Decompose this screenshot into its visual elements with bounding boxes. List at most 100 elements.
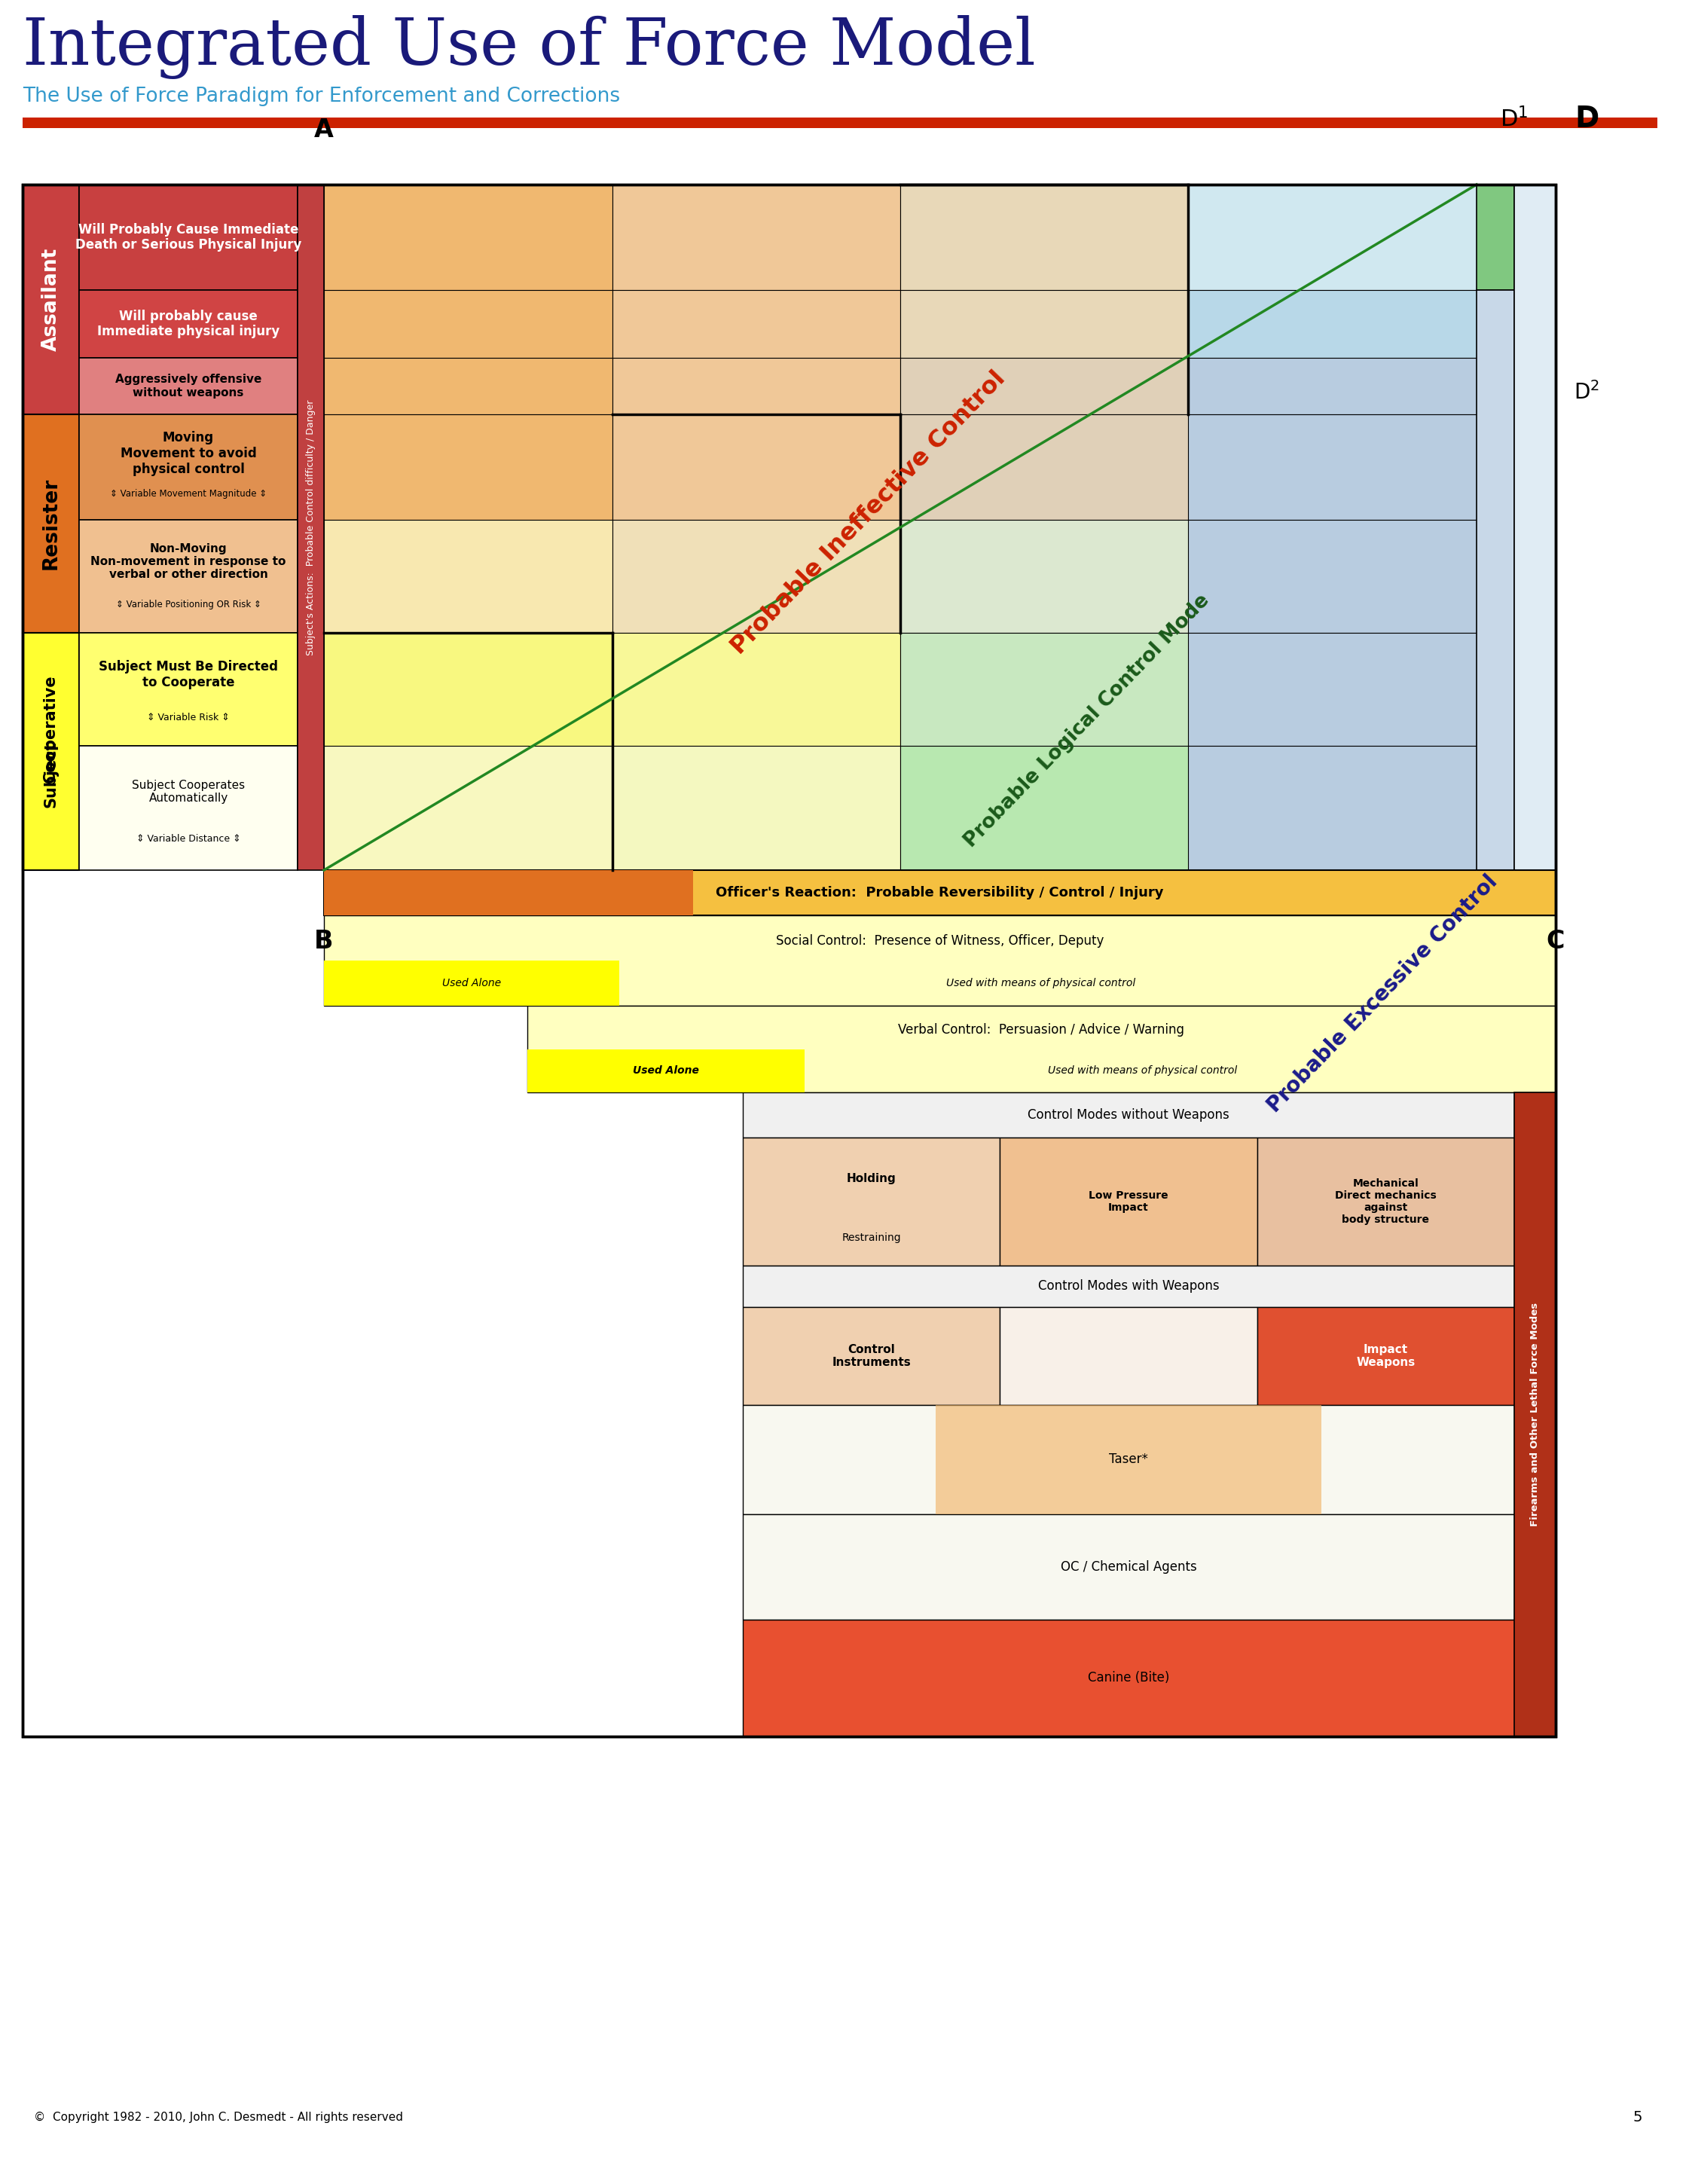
Text: D$^2$: D$^2$ — [1575, 382, 1600, 404]
Bar — [1477, 290, 1514, 869]
Bar — [297, 186, 324, 869]
Text: 5: 5 — [1632, 2110, 1642, 2125]
Bar — [900, 358, 1189, 415]
Bar — [324, 290, 612, 358]
Bar — [936, 1404, 1322, 1514]
Text: Firearms and Other Lethal Force Modes: Firearms and Other Lethal Force Modes — [1531, 1302, 1539, 1527]
Text: Social Control:  Presence of Witness, Officer, Deputy: Social Control: Presence of Witness, Off… — [776, 935, 1104, 948]
Bar — [744, 1621, 1514, 1736]
Bar — [79, 358, 297, 415]
Bar — [324, 186, 612, 290]
Bar — [1514, 186, 1556, 869]
Bar — [324, 915, 1556, 1007]
Bar — [324, 869, 1556, 915]
Bar — [22, 186, 1556, 1736]
Bar — [612, 186, 900, 290]
Bar — [1189, 520, 1477, 633]
Text: Canine (Bite): Canine (Bite) — [1087, 1671, 1170, 1684]
Bar — [900, 520, 1189, 633]
Bar — [1477, 186, 1514, 290]
Bar — [900, 633, 1189, 745]
Bar — [1189, 633, 1477, 745]
Text: Subject Cooperates
Automatically: Subject Cooperates Automatically — [132, 780, 244, 804]
Bar — [1189, 415, 1477, 520]
Text: Control Modes with Weapons: Control Modes with Weapons — [1039, 1280, 1219, 1293]
Bar — [1514, 1092, 1556, 1736]
Text: Used with means of physical control: Used with means of physical control — [1049, 1066, 1238, 1077]
Text: Probable Logical Control Mode: Probable Logical Control Mode — [961, 590, 1214, 852]
Bar — [612, 633, 900, 745]
Text: Used Alone: Used Alone — [632, 1066, 700, 1077]
Text: Cooperative: Cooperative — [44, 675, 59, 782]
Bar — [79, 745, 297, 869]
Bar — [324, 869, 693, 915]
Text: ⇕ Variable Risk ⇕: ⇕ Variable Risk ⇕ — [147, 712, 229, 723]
Text: Low Pressure
Impact: Low Pressure Impact — [1089, 1190, 1168, 1212]
Bar — [612, 520, 900, 633]
Bar — [612, 290, 900, 358]
Text: Will Probably Cause Immediate
Death or Serious Physical Injury: Will Probably Cause Immediate Death or S… — [76, 223, 302, 251]
Text: The Use of Force Paradigm for Enforcement and Corrections: The Use of Force Paradigm for Enforcemen… — [22, 87, 620, 107]
Bar — [22, 633, 79, 869]
Bar — [324, 633, 612, 745]
Bar — [900, 415, 1189, 520]
Text: Aggressively offensive
without weapons: Aggressively offensive without weapons — [115, 373, 261, 397]
Bar — [744, 1138, 1000, 1267]
Bar — [528, 1007, 1556, 1092]
Bar — [324, 358, 612, 415]
Text: ⇕ Variable Positioning OR Risk ⇕: ⇕ Variable Positioning OR Risk ⇕ — [116, 601, 261, 609]
Text: Non-Moving
Non-movement in response to
verbal or other direction: Non-Moving Non-movement in response to v… — [91, 544, 287, 581]
Bar — [744, 1267, 1514, 1306]
Text: Integrated Use of Force Model: Integrated Use of Force Model — [22, 15, 1035, 79]
Bar — [1189, 358, 1477, 415]
Bar — [1258, 1306, 1514, 1404]
Text: Will probably cause
Immediate physical injury: Will probably cause Immediate physical i… — [98, 310, 280, 339]
Text: A: A — [314, 118, 334, 142]
Text: Subject: Subject — [44, 740, 59, 808]
Bar — [324, 520, 612, 633]
Text: Probable Excessive Control: Probable Excessive Control — [1263, 871, 1502, 1116]
Text: Assailant: Assailant — [40, 247, 61, 352]
Bar — [744, 1092, 1514, 1138]
Text: Subject Must Be Directed
to Cooperate: Subject Must Be Directed to Cooperate — [99, 660, 278, 690]
Bar — [1189, 290, 1477, 358]
Bar — [1189, 745, 1477, 869]
Bar — [900, 290, 1189, 358]
Bar — [79, 415, 297, 520]
Text: Probable Ineffective Control: Probable Ineffective Control — [727, 367, 1010, 660]
Text: Control Modes without Weapons: Control Modes without Weapons — [1028, 1107, 1229, 1123]
Bar — [1000, 1138, 1258, 1267]
Text: Restraining: Restraining — [841, 1232, 900, 1243]
Text: Used Alone: Used Alone — [442, 978, 501, 989]
Bar — [22, 118, 1657, 129]
Bar — [79, 633, 297, 745]
Bar — [324, 745, 612, 869]
Text: ⇕ Variable Movement Magnitude ⇕: ⇕ Variable Movement Magnitude ⇕ — [110, 489, 266, 498]
Bar — [22, 186, 1556, 1736]
Text: Control
Instruments: Control Instruments — [831, 1343, 910, 1367]
Bar — [79, 186, 297, 290]
Text: Mechanical
Direct mechanics
against
body structure: Mechanical Direct mechanics against body… — [1335, 1177, 1436, 1225]
Text: ©  Copyright 1982 - 2010, John C. Desmedt - All rights reserved: © Copyright 1982 - 2010, John C. Desmedt… — [34, 2112, 403, 2123]
Bar — [900, 186, 1189, 290]
Text: Impact
Weapons: Impact Weapons — [1356, 1343, 1415, 1367]
Bar — [612, 358, 900, 415]
Text: D: D — [1575, 105, 1598, 133]
Bar — [612, 415, 900, 520]
Bar — [22, 415, 79, 633]
Text: Resister: Resister — [40, 478, 61, 570]
Text: ⇕ Variable Distance ⇕: ⇕ Variable Distance ⇕ — [137, 834, 241, 843]
Bar — [1189, 186, 1477, 290]
Text: Holding: Holding — [846, 1173, 895, 1184]
Bar — [1000, 1306, 1258, 1404]
Bar — [324, 961, 619, 1007]
Bar — [528, 1048, 804, 1092]
Text: Used with means of physical control: Used with means of physical control — [946, 978, 1135, 989]
Bar — [900, 745, 1189, 869]
Text: OC / Chemical Agents: OC / Chemical Agents — [1060, 1559, 1197, 1575]
Bar — [744, 1306, 1000, 1404]
Text: Taser*: Taser* — [1109, 1452, 1148, 1465]
Text: Subject's Actions:  Probable Control difficulty / Danger: Subject's Actions: Probable Control diff… — [305, 400, 315, 655]
Bar — [79, 290, 297, 358]
Text: Officer's Reaction:  Probable Reversibility / Control / Injury: Officer's Reaction: Probable Reversibili… — [717, 887, 1163, 900]
